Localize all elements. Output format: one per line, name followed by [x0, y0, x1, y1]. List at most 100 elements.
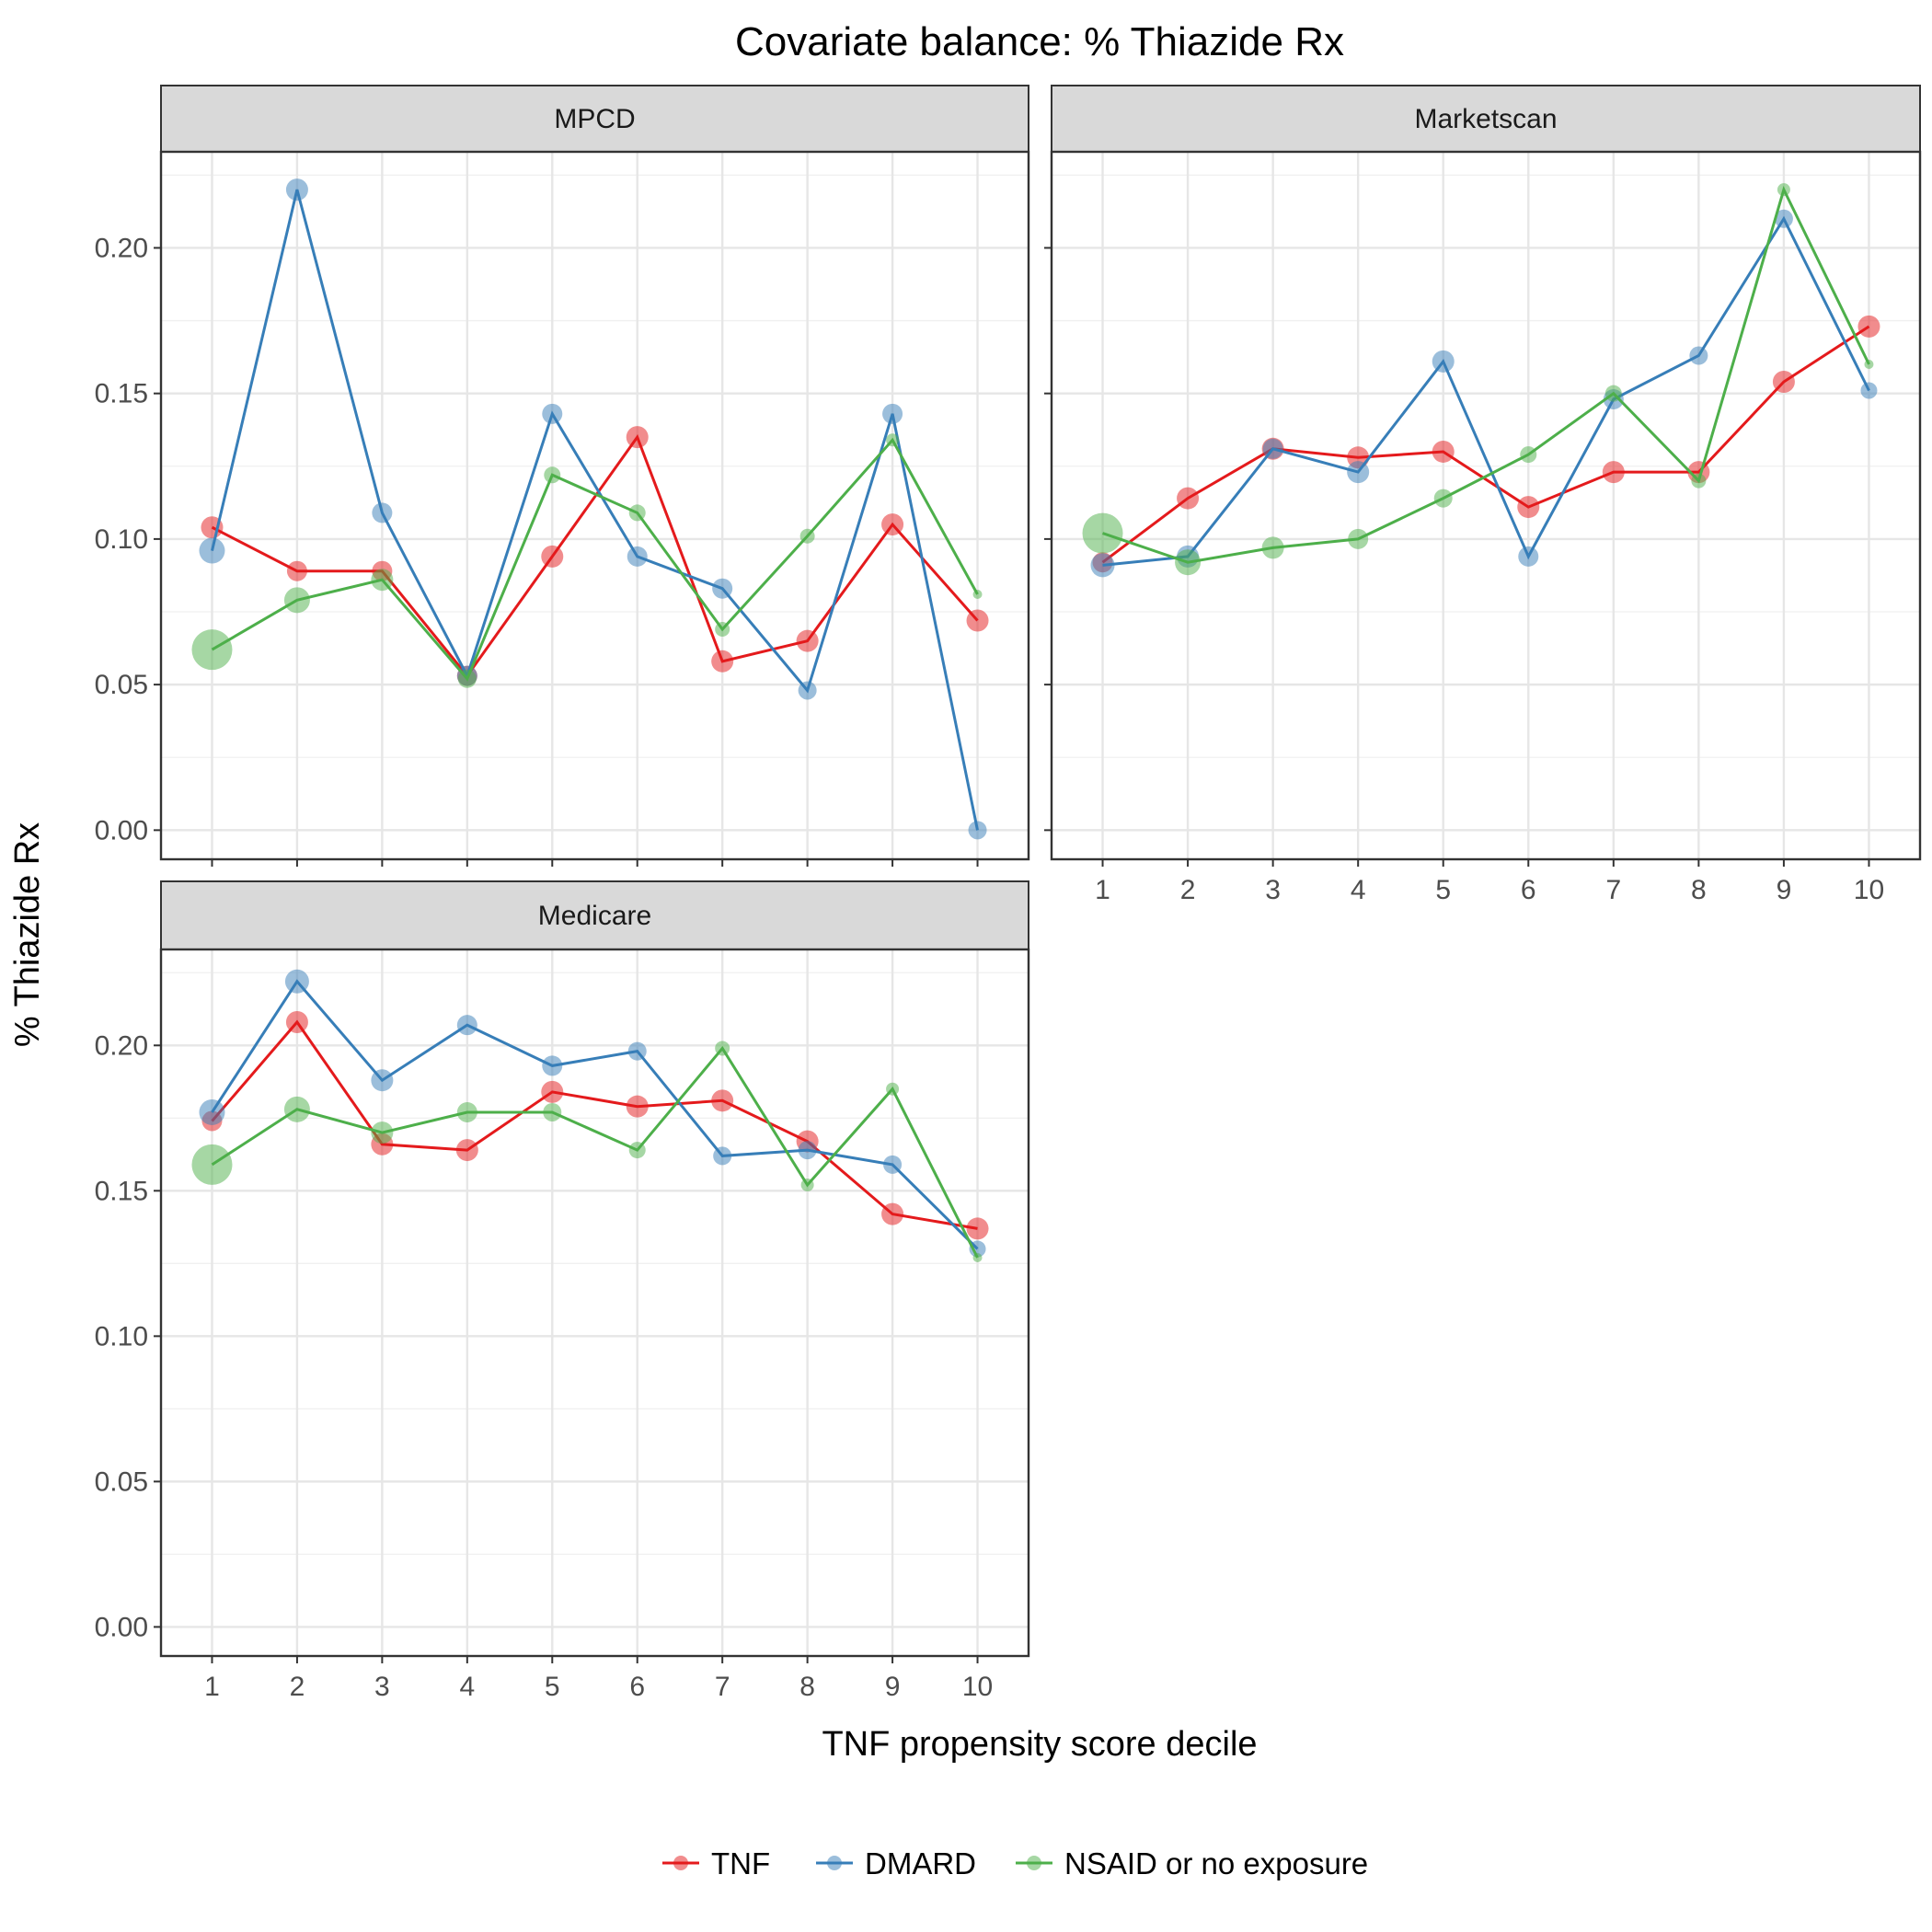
y-axis-title: % Thiazide Rx	[8, 822, 47, 1047]
data-point-nsaid-or-no-exposure	[283, 1096, 310, 1122]
data-point-tnf	[626, 1095, 649, 1118]
y-tick-label: 0.20	[95, 1030, 148, 1061]
legend-key-point	[1027, 1856, 1041, 1870]
data-point-dmard	[199, 1098, 225, 1125]
series-line-nsaid-or-no-exposure	[211, 437, 979, 682]
x-tick-label: 10	[1854, 875, 1884, 905]
chart-title: Covariate balance: % Thiazide Rx	[735, 19, 1344, 64]
x-tick-label: 8	[799, 1672, 815, 1702]
y-tick-label: 0.05	[95, 670, 148, 700]
x-tick-label: 7	[715, 1672, 730, 1702]
legend-label: DMARD	[865, 1846, 976, 1880]
data-point-nsaid-or-no-exposure	[1864, 360, 1874, 370]
data-point-tnf	[796, 629, 819, 652]
data-point-tnf	[455, 1139, 478, 1162]
data-point-nsaid-or-no-exposure	[543, 1102, 562, 1121]
panel-medicare: Medicare 0.00 0.05 0.10 0.15 0.20 1 2 3 4 5 6 7 8 9 10	[95, 880, 1030, 1702]
legend: TNF DMARD NSAID or no exposure	[662, 1846, 1368, 1880]
data-point-nsaid-or-no-exposure	[1175, 549, 1202, 576]
data-point-nsaid-or-no-exposure	[972, 1253, 983, 1263]
data-point-tnf	[541, 545, 564, 568]
series-dmard	[1090, 209, 1878, 578]
x-tick-label: 3	[1265, 875, 1281, 905]
panel-mpcd: MPCD 0.00 0.05 0.10 0.15 0.20	[95, 85, 1030, 867]
x-tick-label: 1	[204, 1672, 220, 1702]
data-point-nsaid-or-no-exposure	[886, 433, 900, 447]
data-point-dmard	[284, 969, 309, 994]
data-point-tnf	[626, 426, 649, 449]
data-point-nsaid-or-no-exposure	[1520, 446, 1537, 464]
legend-key-point	[673, 1856, 688, 1870]
data-point-dmard	[372, 502, 393, 523]
x-tick-label: 10	[962, 1672, 993, 1702]
panel-background	[1052, 152, 1920, 859]
data-point-tnf	[1857, 315, 1880, 338]
panel-border	[159, 948, 1030, 1658]
data-point-nsaid-or-no-exposure	[628, 504, 646, 522]
series-nsaid-or-no-exposure	[191, 1041, 983, 1263]
data-point-dmard	[1774, 209, 1793, 228]
data-point-tnf	[1772, 371, 1795, 394]
data-point-dmard	[882, 403, 903, 424]
series-line-tnf	[211, 1019, 978, 1230]
data-point-nsaid-or-no-exposure	[799, 528, 815, 544]
panel-background	[161, 152, 1029, 859]
panel-marketscan: Marketscan 1 2 3 4 5 6 7 8 9 10	[1044, 85, 1922, 905]
data-point-dmard	[798, 1141, 817, 1160]
data-point-tnf	[966, 1217, 989, 1240]
series-dmard	[199, 969, 986, 1258]
data-point-nsaid-or-no-exposure	[800, 1179, 814, 1191]
x-tick-label: 4	[1351, 875, 1366, 905]
data-point-nsaid-or-no-exposure	[191, 629, 233, 671]
strip-label-medicare: Medicare	[538, 901, 651, 931]
x-axis-title: TNF propensity score decile	[822, 1725, 1257, 1764]
strip-label-marketscan: Marketscan	[1414, 104, 1557, 134]
data-point-dmard	[542, 1055, 563, 1076]
data-point-tnf	[1177, 487, 1200, 510]
data-point-dmard	[712, 578, 733, 599]
data-point-tnf	[285, 1011, 308, 1034]
data-point-nsaid-or-no-exposure	[972, 590, 983, 600]
strip-marketscan	[1051, 85, 1921, 153]
data-point-dmard	[1860, 382, 1878, 399]
data-point-tnf	[286, 560, 307, 581]
x-tick-label: 2	[290, 1672, 305, 1702]
data-point-nsaid-or-no-exposure	[457, 669, 477, 688]
series-nsaid-or-no-exposure	[1082, 183, 1874, 576]
x-tick-label: 5	[545, 1672, 560, 1702]
series-dmard	[199, 178, 987, 840]
data-point-dmard	[968, 821, 987, 840]
data-point-dmard	[1090, 553, 1115, 578]
data-point-nsaid-or-no-exposure	[1348, 528, 1369, 549]
data-point-dmard	[1262, 438, 1283, 459]
data-point-nsaid-or-no-exposure	[371, 569, 394, 592]
data-point-nsaid-or-no-exposure	[1261, 536, 1284, 559]
data-point-dmard	[883, 1155, 903, 1174]
x-tick-label: 1	[1095, 875, 1110, 905]
legend-item-nsaid-or-no-exposure: NSAID or no exposure	[1016, 1846, 1368, 1880]
strip-medicare	[160, 880, 1029, 950]
data-point-nsaid-or-no-exposure	[1604, 385, 1622, 402]
data-point-tnf	[881, 1202, 904, 1225]
x-tick-label: 6	[1521, 875, 1536, 905]
data-point-dmard	[627, 1041, 647, 1061]
data-point-dmard	[371, 1069, 394, 1092]
x-tick-label: 4	[459, 1672, 475, 1702]
x-tick-label: 6	[629, 1672, 645, 1702]
series-line-tnf	[1101, 325, 1870, 564]
y-tick-label: 0.15	[95, 379, 148, 409]
strip-label-mpcd: MPCD	[554, 104, 635, 134]
data-point-dmard	[456, 1015, 477, 1036]
data-point-dmard	[1432, 350, 1455, 373]
panel-border	[159, 150, 1030, 861]
data-point-dmard	[627, 546, 648, 567]
data-point-dmard	[713, 1146, 732, 1166]
legend-label: NSAID or no exposure	[1064, 1846, 1368, 1880]
x-tick-label: 8	[1691, 875, 1707, 905]
panel-border	[1050, 150, 1922, 861]
data-point-tnf	[541, 1080, 564, 1103]
x-tick-label: 7	[1605, 875, 1621, 905]
data-point-nsaid-or-no-exposure	[191, 1144, 233, 1185]
legend-key-point	[827, 1856, 842, 1870]
x-tick-label: 2	[1180, 875, 1196, 905]
